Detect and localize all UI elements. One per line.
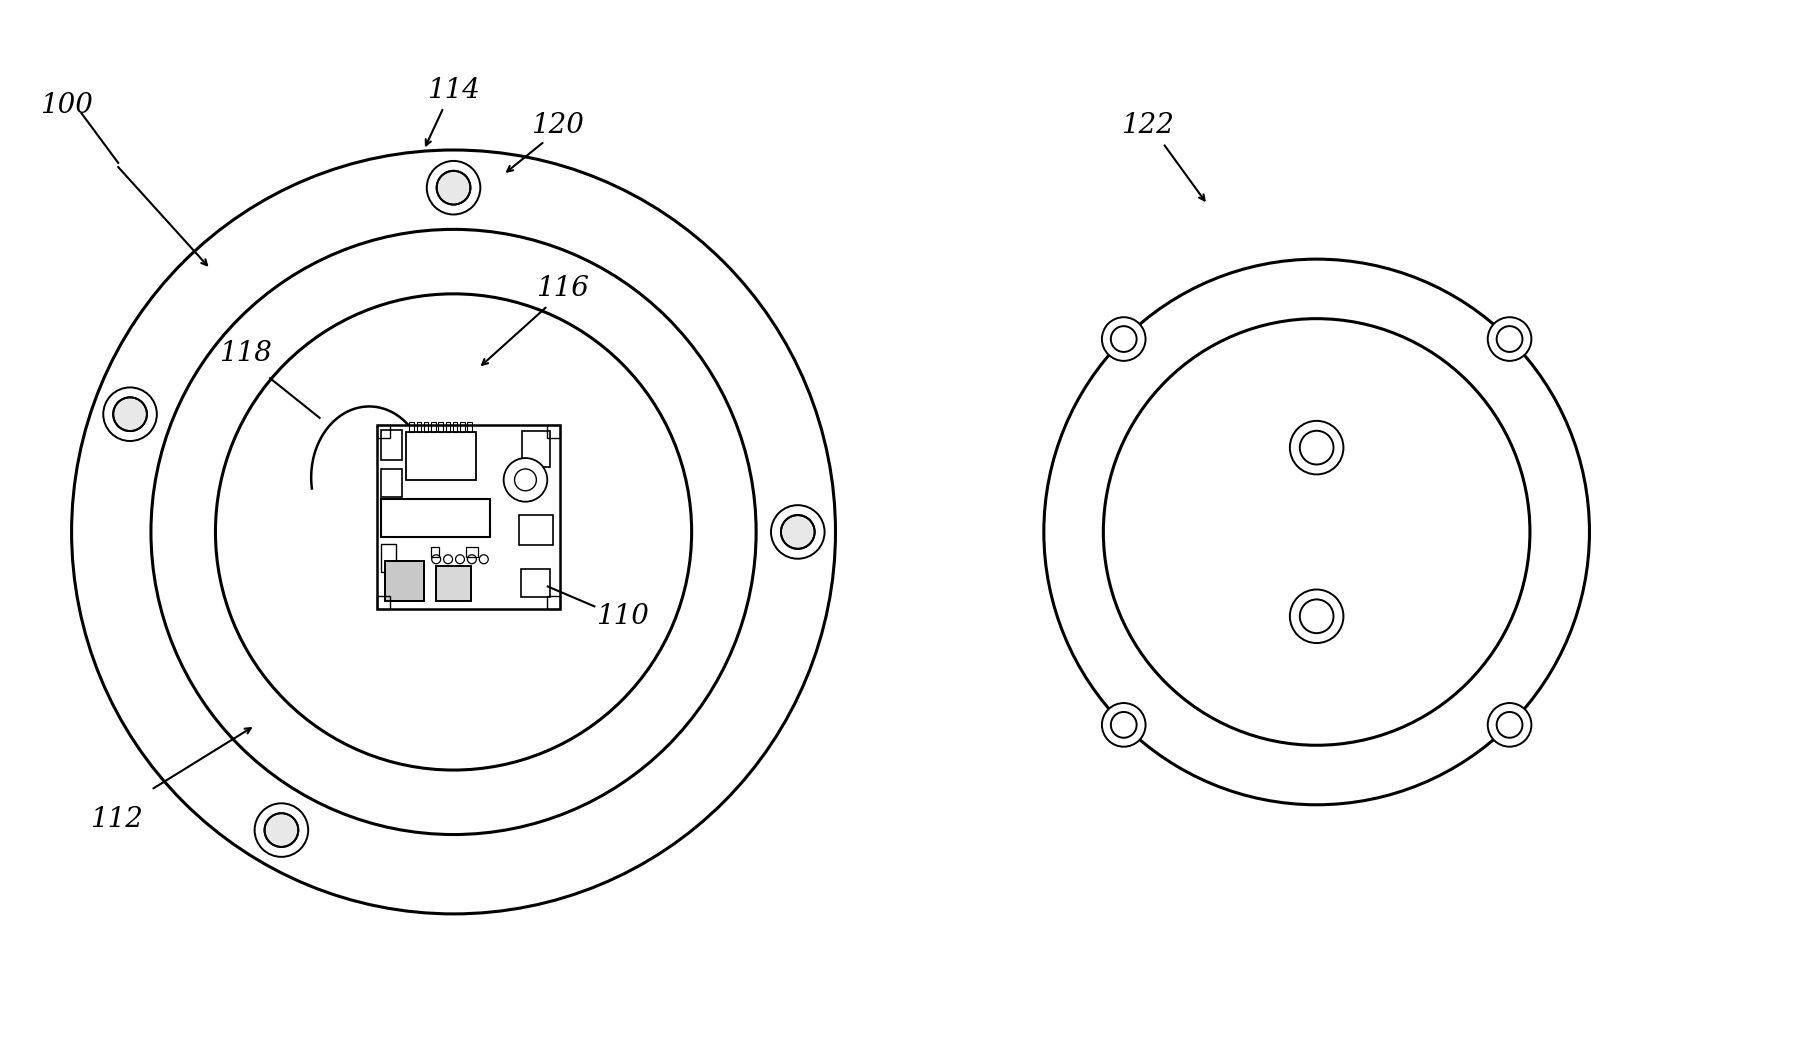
Bar — [431, 547, 440, 558]
Circle shape — [504, 458, 547, 502]
Text: 122: 122 — [1121, 112, 1175, 139]
Bar — [431, 422, 436, 432]
Bar — [436, 566, 470, 601]
Bar — [377, 425, 389, 439]
Circle shape — [104, 387, 156, 441]
Bar — [520, 569, 551, 596]
Bar — [445, 422, 450, 432]
Bar — [380, 500, 490, 537]
Circle shape — [1290, 421, 1344, 474]
Circle shape — [264, 813, 298, 847]
Bar — [452, 422, 457, 432]
Bar — [380, 430, 402, 460]
Text: 110: 110 — [596, 603, 649, 630]
Circle shape — [113, 398, 147, 431]
Bar — [407, 432, 475, 480]
Bar — [377, 425, 560, 609]
Bar — [409, 422, 414, 432]
Circle shape — [1290, 589, 1344, 643]
Bar — [522, 431, 551, 467]
Bar — [384, 561, 423, 601]
Bar — [416, 422, 422, 432]
Text: 112: 112 — [90, 806, 144, 833]
Bar — [466, 547, 477, 558]
Text: 116: 116 — [536, 276, 588, 302]
Circle shape — [780, 515, 814, 549]
Circle shape — [1102, 703, 1146, 747]
Bar — [380, 544, 395, 571]
Circle shape — [436, 170, 470, 204]
Circle shape — [1102, 318, 1146, 361]
Circle shape — [255, 804, 309, 857]
Circle shape — [427, 161, 481, 215]
Circle shape — [1487, 318, 1532, 361]
Bar — [384, 561, 423, 601]
Circle shape — [771, 505, 825, 559]
Bar — [547, 595, 560, 609]
Text: 100: 100 — [39, 92, 93, 119]
Bar — [438, 422, 443, 432]
Bar — [459, 422, 465, 432]
Bar — [436, 566, 470, 601]
Bar — [518, 515, 553, 545]
Text: 114: 114 — [427, 77, 481, 104]
Text: 120: 120 — [531, 112, 585, 139]
Circle shape — [1487, 703, 1532, 747]
Bar — [380, 469, 402, 497]
Bar — [423, 422, 429, 432]
Bar — [547, 425, 560, 439]
Bar — [377, 595, 389, 609]
Bar — [466, 422, 472, 432]
Text: 118: 118 — [219, 340, 271, 367]
